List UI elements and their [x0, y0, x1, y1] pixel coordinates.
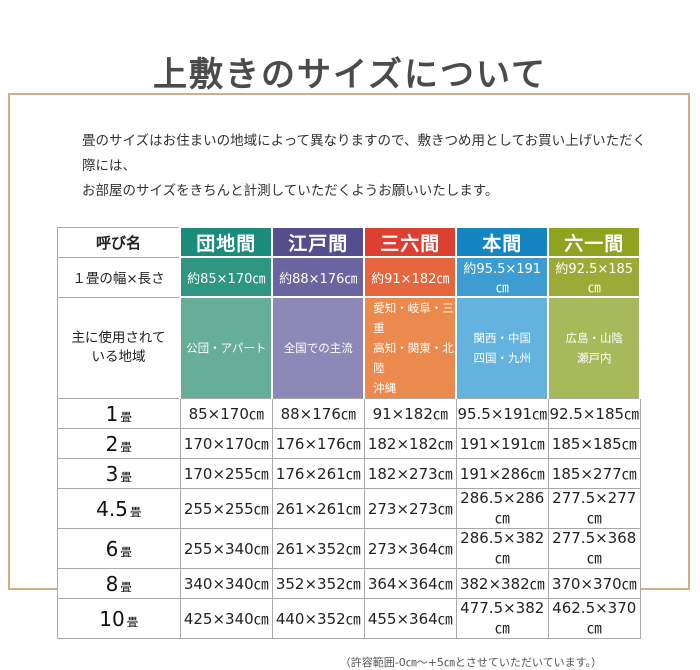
one-tatami-size-danchima: 約85×170㎝ — [179, 256, 274, 298]
cell: 95.5×191㎝ — [455, 398, 549, 429]
region-sanrokuma: 愛知・岐阜・三重 高知・関東・北陸 沖縄 — [363, 296, 458, 399]
cell: 340×340㎝ — [179, 568, 273, 599]
header-sanrokuma: 三六間 — [363, 226, 458, 258]
cell: 176×176㎝ — [271, 428, 365, 459]
region-row: 主に使用されて いる地域 公団・アパート 全国での主流 愛知・岐阜・三重 高知・… — [56, 296, 642, 399]
cell: 85×170㎝ — [179, 398, 273, 429]
cell: 176×261㎝ — [271, 458, 365, 489]
cell: 92.5×185㎝ — [547, 398, 641, 429]
tatami-count: 6 — [105, 536, 119, 561]
header-honma: 本間 — [455, 226, 550, 258]
row-10jo: 10 畳 425×340㎝ 440×352㎝ 455×364㎝ 477.5×382… — [56, 598, 641, 639]
cell: 261×261㎝ — [271, 488, 365, 529]
content-frame: 畳のサイズはお住まいの地域によって異なりますので、敷きつめ用としてお買い上げいた… — [8, 93, 690, 669]
row-label-4-5jo: 4.5 畳 — [56, 488, 181, 529]
cell: 191×286㎝ — [455, 458, 549, 489]
one-tatami-size-row: １畳の幅×長さ 約85×170㎝ 約88×176㎝ 約91×182㎝ 約95.5… — [56, 256, 642, 298]
cell: 425×340㎝ — [179, 598, 273, 639]
cell: 91×182㎝ — [363, 398, 457, 429]
cell: 261×352㎝ — [271, 528, 365, 569]
tatami-count: 3 — [105, 461, 119, 486]
row-label-10jo: 10 畳 — [56, 598, 181, 639]
tatami-unit: 畳 — [120, 439, 132, 454]
tatami-unit: 畳 — [129, 504, 142, 519]
cell: 170×170㎝ — [179, 428, 273, 459]
cell: 182×273㎝ — [363, 458, 457, 489]
cell: 352×352㎝ — [271, 568, 365, 599]
cell: 185×185㎝ — [547, 428, 641, 459]
tatami-unit: 畳 — [120, 579, 132, 594]
tatami-count: 4.5 — [96, 496, 128, 521]
tatami-unit: 畳 — [120, 469, 132, 484]
tatami-unit: 畳 — [126, 614, 139, 629]
region-edoma: 全国での主流 — [271, 296, 366, 399]
row-4-5jo: 4.5 畳 255×255㎝ 261×261㎝ 273×273㎝ 286.5×28… — [56, 488, 641, 529]
region-honma: 関西・中国 四国・九州 — [455, 296, 550, 399]
one-tatami-size-rokuichima: 約92.5×185㎝ — [547, 256, 642, 298]
cell: 462.5×370㎝ — [547, 598, 641, 639]
cell: 455×364㎝ — [363, 598, 457, 639]
cell: 370×370㎝ — [547, 568, 641, 599]
header-rokuichima: 六一間 — [547, 226, 642, 258]
tatami-count: 10 — [99, 606, 125, 631]
cell: 440×352㎝ — [271, 598, 365, 639]
cell: 273×364㎝ — [363, 528, 457, 569]
region-rokuichima: 広島・山陰 瀬戸内 — [547, 296, 642, 399]
cell: 191×191㎝ — [455, 428, 549, 459]
cell: 477.5×382㎝ — [455, 598, 549, 639]
cell: 185×277㎝ — [547, 458, 641, 489]
cell: 255×340㎝ — [179, 528, 273, 569]
one-tatami-size-label: １畳の幅×長さ — [56, 256, 181, 298]
cell: 182×182㎝ — [363, 428, 457, 459]
cell: 255×255㎝ — [179, 488, 273, 529]
page-title: 上敷きのサイズについて — [153, 54, 547, 95]
tatami-unit: 畳 — [120, 544, 132, 559]
header-row: 呼び名 団地間 江戸間 三六間 本間 六一間 — [56, 226, 642, 258]
intro-text: 畳のサイズはお住まいの地域によって異なりますので、敷きつめ用としてお買い上げいた… — [82, 133, 647, 199]
header-danchima: 団地間 — [179, 226, 274, 258]
one-tatami-size-honma: 約95.5×191㎝ — [455, 256, 550, 298]
size-table: 呼び名 団地間 江戸間 三六間 本間 六一間 １畳の幅×長さ 約85×170㎝ … — [56, 226, 642, 639]
cell: 277.5×277㎝ — [547, 488, 641, 529]
cell: 286.5×286㎝ — [455, 488, 549, 529]
tatami-count: 1 — [105, 401, 119, 426]
tatami-count: 8 — [105, 571, 119, 596]
cell: 277.5×368㎝ — [547, 528, 641, 569]
region-row-label: 主に使用されて いる地域 — [56, 296, 181, 399]
tatami-unit: 畳 — [120, 409, 132, 424]
cell: 286.5×382㎝ — [455, 528, 549, 569]
tatami-count: 2 — [105, 431, 119, 456]
header-edoma: 江戸間 — [271, 226, 366, 258]
region-danchima: 公団・アパート — [179, 296, 274, 399]
cell: 382×382㎝ — [455, 568, 549, 599]
cell: 88×176㎝ — [271, 398, 365, 429]
cell: 273×273㎝ — [363, 488, 457, 529]
tolerance-note: （許容範囲-0㎝〜+5㎝とさせていただいています。） — [339, 656, 602, 669]
cell: 170×255㎝ — [179, 458, 273, 489]
one-tatami-size-sanrokuma: 約91×182㎝ — [363, 256, 458, 298]
one-tatami-size-edoma: 約88×176㎝ — [271, 256, 366, 298]
cell: 364×364㎝ — [363, 568, 457, 599]
corner-label: 呼び名 — [56, 226, 181, 258]
